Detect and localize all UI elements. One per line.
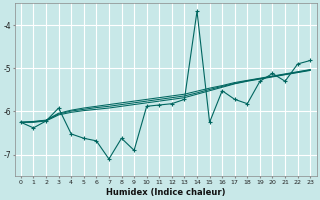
X-axis label: Humidex (Indice chaleur): Humidex (Indice chaleur) (106, 188, 225, 197)
